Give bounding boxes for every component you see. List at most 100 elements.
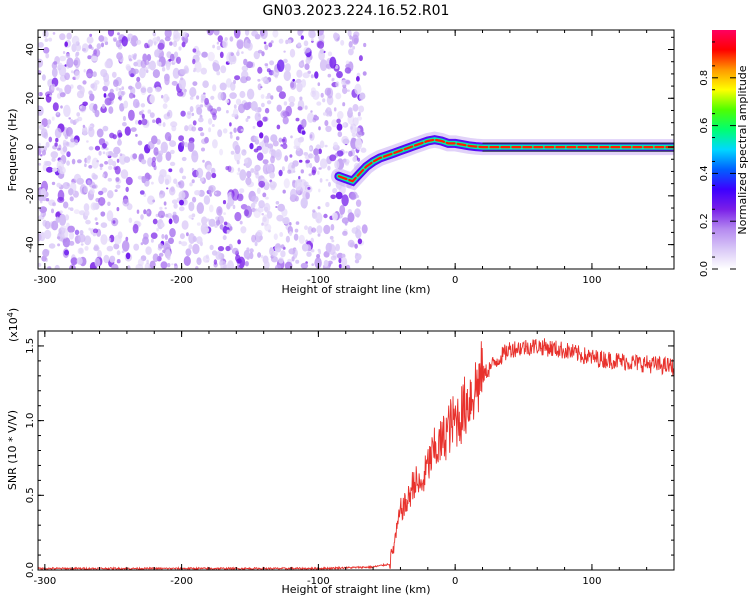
spectrogram-noise-blob <box>278 91 286 99</box>
spectrogram-noise-blob <box>159 194 164 199</box>
spectrogram-noise-blob <box>55 137 59 143</box>
spectrogram-noise-blob <box>336 118 341 124</box>
spectrogram-noise-blob <box>285 235 290 243</box>
spectrogram-noise-blob <box>52 167 58 172</box>
spectrogram-noise-blob <box>132 68 139 75</box>
spectrogram-noise-blob <box>89 93 95 102</box>
spectrogram-noise-blob <box>262 116 268 122</box>
spectrogram-noise-blob <box>89 187 95 195</box>
spectrogram-noise-blob <box>152 156 156 163</box>
spectrogram-noise-blob <box>115 40 121 48</box>
spectrogram-noise-blob <box>246 88 255 100</box>
spectrogram-noise-blob <box>96 128 104 138</box>
spectrogram-noise-blob <box>141 109 145 113</box>
spectrogram-noise-blob <box>340 39 345 46</box>
spectrogram-noise-blob <box>282 143 288 150</box>
spectrogram-noise-blob <box>59 33 66 41</box>
colorbar-tick-label: 0.2 <box>699 213 710 229</box>
spectrogram-noise-blob <box>348 48 354 56</box>
spectrogram-noise-blob <box>39 200 43 204</box>
spectrogram-noise-blob <box>292 78 296 82</box>
spectrogram-noise-blob <box>75 44 82 52</box>
spectrogram-noise-blob <box>173 178 178 184</box>
spectrogram-noise-blob <box>241 65 249 72</box>
spectrogram-noise-blob <box>197 127 204 132</box>
spectrogram-noise-blob <box>145 246 152 255</box>
spectrogram-noise-blob <box>69 207 74 211</box>
spectrogram-noise-blob <box>64 214 70 221</box>
spectrogram-noise-blob <box>288 248 296 255</box>
spectrogram-noise-blob <box>216 206 223 216</box>
spectrogram-noise-blob <box>317 233 321 237</box>
spectrogram-noise-blob <box>141 113 145 120</box>
spectrogram-noise-blob <box>222 235 227 241</box>
spectrogram-noise-blob <box>212 63 221 72</box>
spectrogram-noise-blob <box>318 126 321 131</box>
spectrogram-noise-blob <box>157 42 165 50</box>
spectrogram-noise-blob <box>169 161 176 167</box>
spectrogram-noise-blob <box>178 46 182 51</box>
spectrogram-noise-blob <box>169 140 177 148</box>
spectrogram-noise-blob <box>98 197 106 206</box>
spectrogram-noise-blob <box>40 128 48 138</box>
spectrogram-noise-blob <box>317 82 321 87</box>
spectrogram-ridge-core <box>337 138 674 183</box>
spectrogram-noise-blob <box>152 69 160 79</box>
colorbar-tick-label: 0.6 <box>699 118 710 134</box>
spectrogram-noise-blob <box>269 181 277 189</box>
spectrogram-noise-blob <box>192 196 197 203</box>
spectrogram-noise-blob <box>188 201 195 212</box>
spectrogram-noise-blob <box>50 83 56 91</box>
spectrogram-noise-blob <box>359 92 366 100</box>
spectrogram-noise-blob <box>97 250 102 258</box>
spectrogram-noise-blob <box>276 85 283 93</box>
spectrogram-noise-blob <box>274 264 282 269</box>
spectrogram-noise-blob <box>304 225 308 230</box>
spectrogram-noise-blob <box>73 173 82 183</box>
spectrogram-noise-blob <box>102 85 108 92</box>
spectrogram-noise-blob <box>149 112 155 118</box>
spectrogram-noise-blob <box>327 51 333 57</box>
spectrogram-noise-blob <box>89 33 93 37</box>
spectrogram-noise-blob <box>158 252 164 257</box>
spectrogram-noise-blob <box>328 181 331 187</box>
spectrogram-noise-blob <box>196 50 201 56</box>
spectrogram-noise-blob <box>68 188 74 196</box>
spectrogram-noise-blob <box>342 102 346 107</box>
spectrogram-noise-blob <box>345 151 348 154</box>
spectrogram-noise-blob <box>100 234 108 245</box>
spectrogram-noise-blob <box>167 263 171 268</box>
spectrogram-noise-blob <box>140 214 144 220</box>
spectrogram-noise-blob <box>79 86 85 95</box>
spectrogram-noise-blob <box>101 103 106 109</box>
spectrogram-noise-blob <box>319 59 328 71</box>
spectrogram-noise-blob <box>280 110 288 119</box>
spectrogram-noise-blob <box>62 145 68 153</box>
spectrogram-noise-blob <box>182 31 188 38</box>
spectrogram-noise-blob <box>227 260 234 269</box>
figure-title: GN03.2023.224.16.52.R01 <box>263 3 450 19</box>
spectrogram-noise-blob <box>254 170 259 175</box>
spectrogram-noise-blob <box>256 187 261 194</box>
spectrogram-noise-blob <box>143 232 149 240</box>
spectrogram-noise-blob <box>327 165 331 171</box>
spectrogram-noise-blob <box>80 243 84 246</box>
spectrogram-noise-blob <box>56 182 62 188</box>
spectrogram-noise-blob <box>136 76 141 83</box>
spectrogram-noise-blob <box>192 58 196 65</box>
spectrogram-noise-blob <box>40 154 43 157</box>
spectrogram-noise-blob <box>117 129 122 139</box>
spectrogram-noise-blob <box>126 65 132 72</box>
spectrogram-noise-blob <box>107 177 113 182</box>
spectrogram-noise-blob <box>84 235 92 246</box>
spectrogram-noise-blob <box>333 107 337 112</box>
spectrogram-noise-blob <box>121 90 126 96</box>
spectrogram-noise-blob <box>316 254 321 259</box>
spectrogram-noise-blob <box>259 132 264 139</box>
spectrogram-noise-blob <box>147 64 151 69</box>
spectrogram-frame <box>37 29 675 270</box>
spectrogram-noise-blob <box>325 178 329 182</box>
spectrogram-noise-blob <box>260 94 265 99</box>
spectrogram-noise-blob <box>310 74 314 79</box>
spectrogram-noise-blob <box>94 257 101 268</box>
